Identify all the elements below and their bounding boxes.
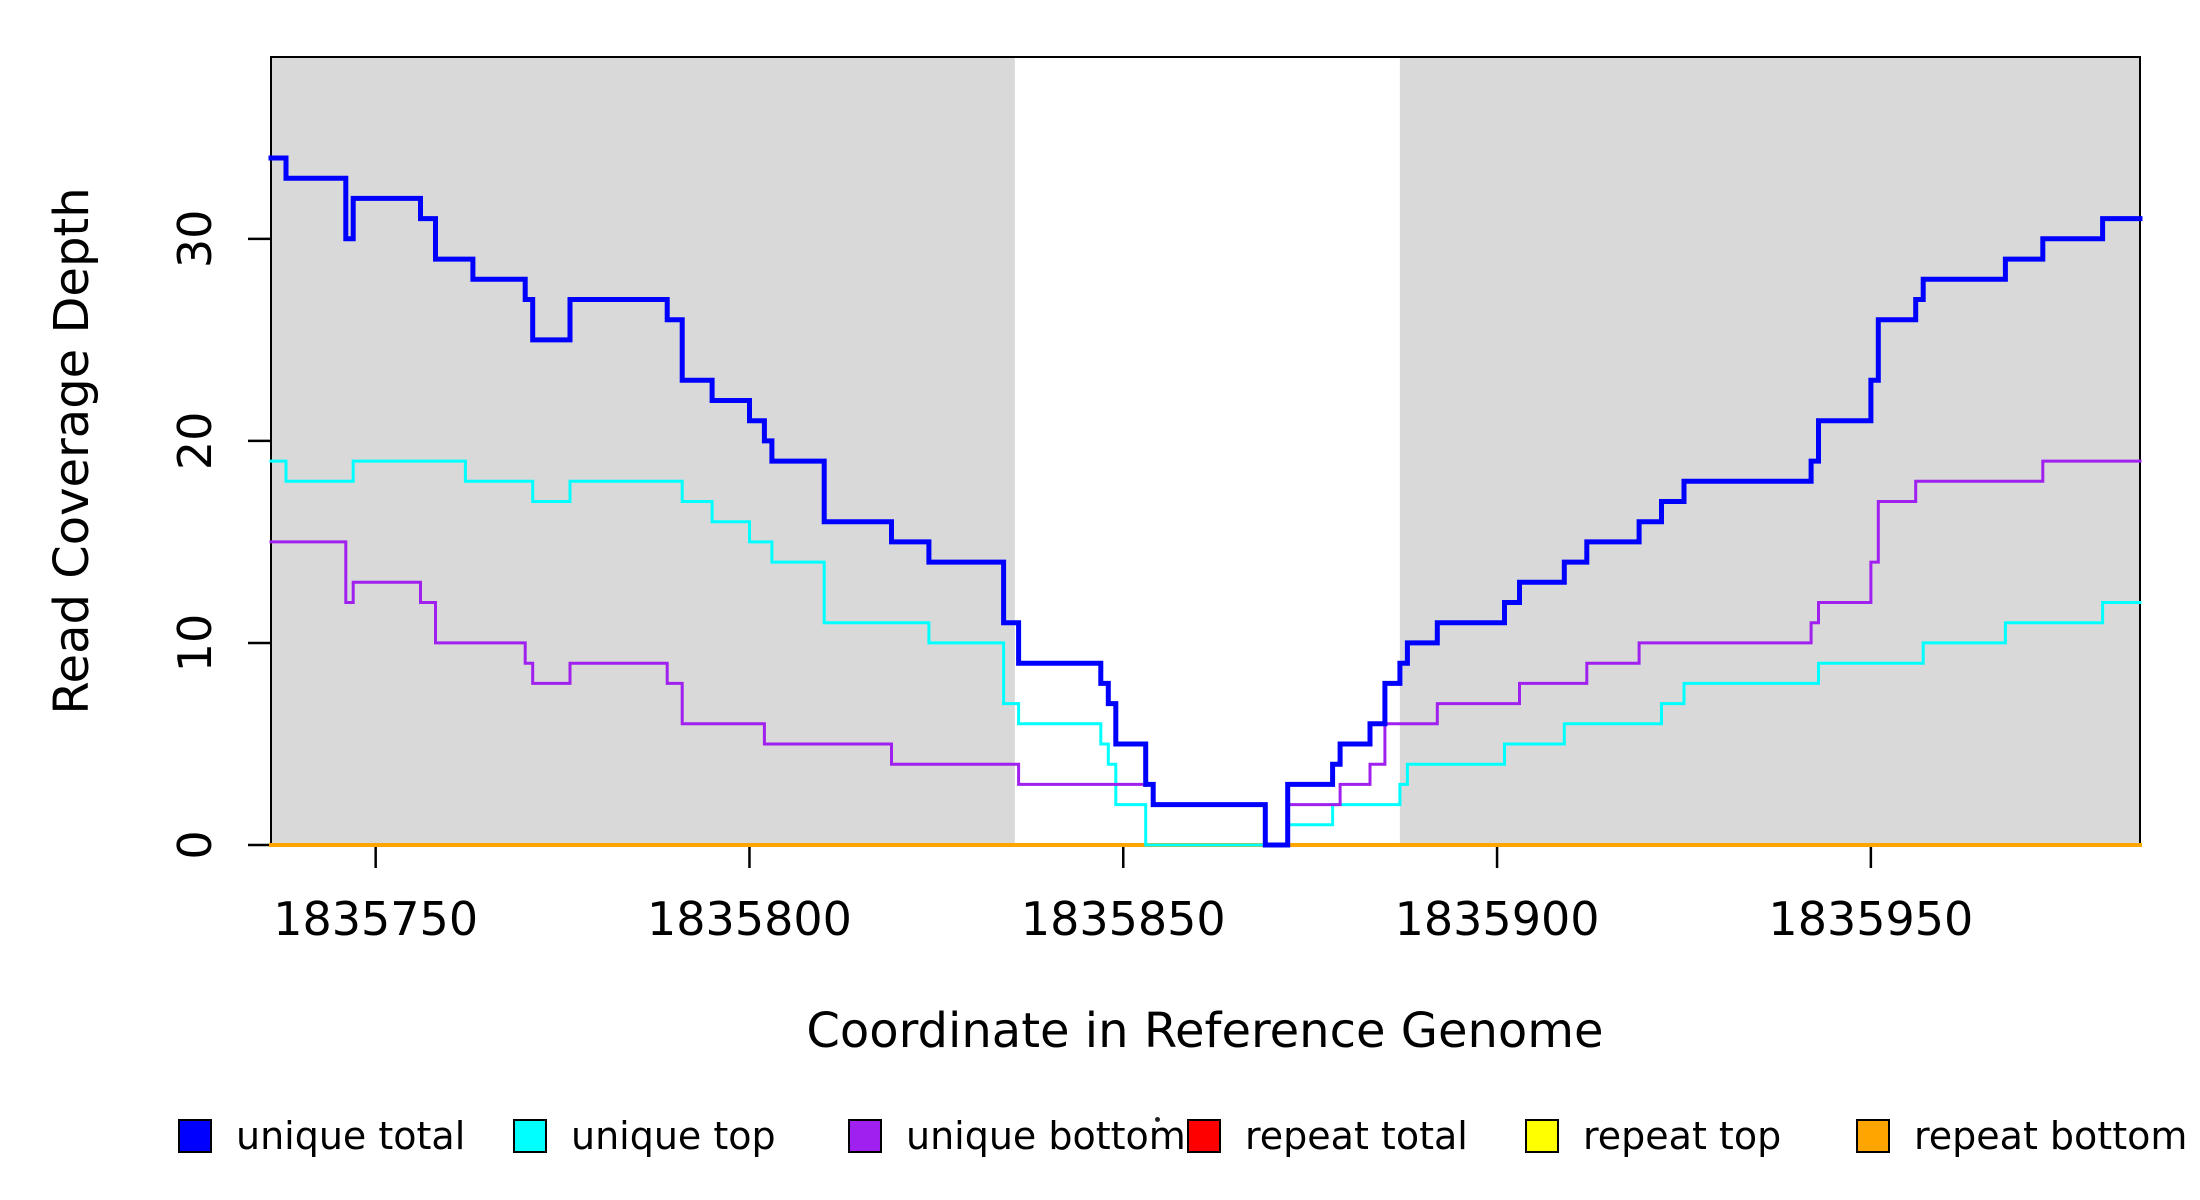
legend-swatch-unique-bottom xyxy=(848,1119,882,1153)
legend-item-unique-total: unique total xyxy=(178,1106,465,1166)
legend-swatch-repeat-top xyxy=(1525,1119,1559,1153)
x-axis-title: Coordinate in Reference Genome xyxy=(806,1003,1603,1059)
series-line-unique-total xyxy=(268,155,2143,848)
legend-label-unique-top: unique top xyxy=(571,1114,776,1158)
legend-swatch-repeat-total xyxy=(1187,1119,1221,1153)
legend-label-repeat-total: repeat total xyxy=(1245,1114,1468,1158)
x-tick-label-0: 1835750 xyxy=(273,892,478,946)
legend-label-repeat-top: repeat top xyxy=(1583,1114,1782,1158)
shaded-bands xyxy=(271,57,2140,845)
legend-swatch-unique-top xyxy=(513,1119,547,1153)
series-line-unique-top xyxy=(269,459,2142,847)
shaded-region-0 xyxy=(271,57,1015,845)
legend-swatch-repeat-bottom xyxy=(1856,1119,1890,1153)
y-tick-label-0: 0 xyxy=(168,830,222,859)
stray-dot-artifact xyxy=(1155,1117,1160,1122)
legend-item-repeat-bottom: repeat bottom xyxy=(1856,1106,2187,1166)
y-tick-label-3: 30 xyxy=(168,210,222,269)
y-tick-label-2: 20 xyxy=(168,412,222,471)
series-lines xyxy=(268,155,2143,848)
y-axis-title: Read Coverage Depth xyxy=(44,187,100,714)
shaded-region-1 xyxy=(1399,57,2140,845)
x-tick-label-4: 1835950 xyxy=(1768,892,1973,946)
legend-swatch-unique-total xyxy=(178,1119,212,1153)
legend-item-repeat-total: repeat total xyxy=(1187,1106,1468,1166)
legend-label-repeat-bottom: repeat bottom xyxy=(1914,1114,2188,1158)
x-tick-label-1: 1835800 xyxy=(647,892,852,946)
axes: 1835750 1835800 1835850 1835900 1835950 0 10 20… xyxy=(168,56,2141,946)
legend-item-repeat-top: repeat top xyxy=(1525,1106,1781,1166)
legend-item-unique-bottom: unique bottom xyxy=(848,1106,1186,1166)
x-tick-label-3: 1835900 xyxy=(1395,892,1600,946)
legend-item-unique-top: unique top xyxy=(513,1106,776,1166)
legend-label-unique-total: unique total xyxy=(236,1114,466,1158)
x-tick-label-2: 1835850 xyxy=(1021,892,1226,946)
legend-label-unique-bottom: unique bottom xyxy=(906,1114,1186,1158)
legend: unique total unique top unique bottom repea… xyxy=(0,1106,2200,1166)
y-tick-label-1: 10 xyxy=(168,614,222,673)
